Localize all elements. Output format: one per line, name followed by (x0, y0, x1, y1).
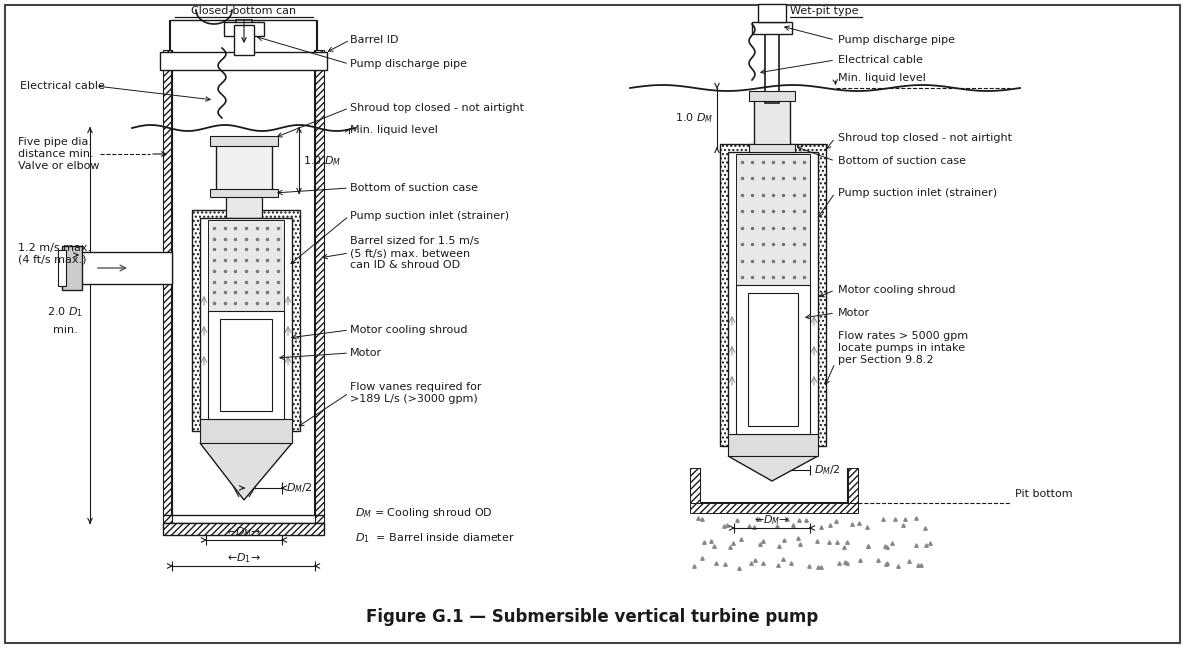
Text: 1.2 m/s max.
(4 ft/s max.): 1.2 m/s max. (4 ft/s max.) (18, 243, 91, 265)
Bar (160, 52, 327, 70)
Text: $D_1$  = Barrel inside diameter: $D_1$ = Barrel inside diameter (356, 531, 514, 545)
Text: Bottom of suction case: Bottom of suction case (838, 156, 966, 166)
Bar (233, 25, 254, 55)
Text: 2.0 $D_1$: 2.0 $D_1$ (47, 305, 83, 319)
Text: Pit bottom: Pit bottom (1016, 489, 1072, 499)
Bar (848, 468, 858, 503)
Bar (754, 93, 790, 148)
Bar (226, 193, 262, 218)
Text: Flow vanes required for
>189 L/s (>3000 gpm): Flow vanes required for >189 L/s (>3000 … (350, 382, 481, 404)
Bar (749, 91, 795, 101)
Text: Wet-pit type: Wet-pit type (790, 6, 858, 16)
Bar (220, 319, 273, 411)
Bar (720, 144, 826, 446)
Text: Electrical cable: Electrical cable (20, 81, 105, 91)
Text: Barrel ID: Barrel ID (350, 35, 398, 45)
Text: Barrel sized for 1.5 m/s
(5 ft/s) max. between
can ID & shroud OD: Barrel sized for 1.5 m/s (5 ft/s) max. b… (350, 237, 480, 270)
Text: Five pipe dia.
distance min.
Valve or elbow: Five pipe dia. distance min. Valve or el… (18, 137, 100, 170)
Text: Shroud top closed - not airtight: Shroud top closed - not airtight (350, 103, 524, 113)
Text: Motor cooling shroud: Motor cooling shroud (350, 325, 468, 335)
Text: Pump suction inlet (strainer): Pump suction inlet (strainer) (838, 188, 997, 198)
Bar (728, 152, 818, 438)
Text: $D_M$/2: $D_M$/2 (286, 481, 313, 495)
Bar (81, 252, 172, 284)
Bar (62, 246, 82, 290)
Text: $D_M$/2: $D_M$/2 (814, 463, 841, 477)
Bar (236, 20, 252, 48)
Text: Closed-bottom can: Closed-bottom can (192, 6, 296, 16)
Text: Shroud top closed - not airtight: Shroud top closed - not airtight (838, 133, 1012, 143)
Text: $←D_1→$: $←D_1→$ (228, 551, 261, 565)
Text: 1.0 $D_M$: 1.0 $D_M$ (303, 154, 341, 168)
Bar (192, 210, 300, 431)
Bar (690, 468, 700, 503)
Text: Bottom of suction case: Bottom of suction case (350, 183, 478, 193)
Text: Pump discharge pipe: Pump discharge pipe (350, 59, 467, 69)
Bar (752, 22, 792, 34)
Text: Pump discharge pipe: Pump discharge pipe (838, 35, 955, 45)
Bar (200, 419, 292, 443)
Bar (216, 138, 273, 193)
Bar (164, 50, 172, 527)
Bar (58, 250, 66, 286)
Text: $D_M$ = Cooling shroud OD: $D_M$ = Cooling shroud OD (356, 506, 493, 520)
Text: Figure G.1 — Submersible vertical turbine pump: Figure G.1 — Submersible vertical turbin… (366, 608, 818, 626)
Bar (210, 136, 278, 146)
Bar (315, 50, 324, 527)
Text: Min. liquid level: Min. liquid level (838, 73, 925, 83)
Text: 1.0 $D_M$: 1.0 $D_M$ (674, 111, 713, 125)
Text: Flow rates > 5000 gpm
locate pumps in intake
per Section 9.8.2: Flow rates > 5000 gpm locate pumps in in… (838, 331, 968, 365)
Text: min.: min. (52, 325, 77, 335)
Text: Pump suction inlet (strainer): Pump suction inlet (strainer) (350, 211, 510, 221)
Text: Motor: Motor (350, 348, 382, 358)
Text: $←D_M→$: $←D_M→$ (754, 513, 790, 527)
Text: Min. liquid level: Min. liquid level (350, 125, 438, 135)
Bar (209, 311, 284, 419)
Bar (690, 503, 858, 513)
Text: Motor: Motor (838, 308, 870, 318)
Bar (766, 20, 779, 103)
Text: Motor cooling shroud: Motor cooling shroud (838, 285, 955, 295)
Bar (749, 144, 795, 152)
Text: $←D_M→$: $←D_M→$ (226, 525, 262, 539)
Polygon shape (200, 443, 292, 500)
Bar (200, 218, 292, 423)
Bar (736, 285, 811, 434)
Text: Electrical cable: Electrical cable (838, 55, 923, 65)
Bar (736, 154, 811, 285)
Bar (224, 22, 264, 36)
Bar (209, 220, 284, 311)
Bar (728, 434, 818, 456)
Bar (210, 189, 278, 197)
Bar (164, 523, 324, 535)
Polygon shape (728, 456, 818, 481)
Bar (758, 4, 786, 22)
Bar (748, 293, 798, 426)
